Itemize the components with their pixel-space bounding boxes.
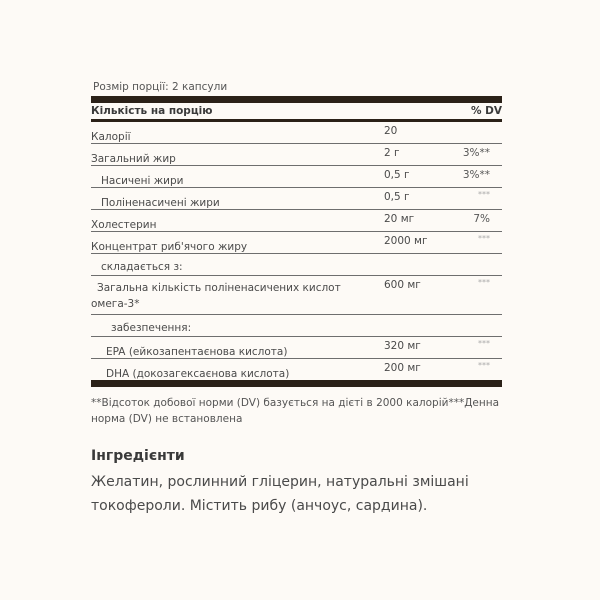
row-dv: 7%	[473, 213, 490, 225]
table-row: складається з:	[91, 254, 502, 276]
row-value: 200 мг	[384, 362, 421, 374]
row-dv: ***	[478, 339, 490, 348]
row-value: 2 г	[384, 147, 400, 159]
table-row: Загальна кількість поліненасичених кисло…	[91, 276, 502, 315]
divider-thick	[91, 380, 502, 387]
table-row: Калорії 20	[91, 122, 502, 144]
ingredients-text: Желатин, рослинний гліцерин, натуральні …	[91, 474, 469, 514]
ingredients-title: Інгредієнти	[91, 448, 185, 464]
header-dv: % DV	[470, 105, 502, 117]
row-label: EPA (ейкозапентаєнова кислота)	[106, 346, 288, 358]
table-row: Насичені жири 0,5 г 3%**	[91, 166, 502, 188]
row-dv: ***	[478, 190, 490, 199]
row-value: 320 мг	[384, 340, 421, 352]
table-header: Кількість на порцію % DV	[91, 103, 502, 119]
row-value: 600 мг	[384, 279, 421, 291]
row-value: 2000 мг	[384, 235, 428, 247]
row-label: Калорії	[91, 131, 131, 143]
row-label: забезпечення:	[111, 322, 192, 334]
row-label: DHA (докозагексаєнова кислота)	[106, 368, 290, 380]
row-label: Загальна кількість поліненасичених кисло…	[91, 282, 341, 310]
nutrition-facts-table: Розмір порції: 2 капсули Кількість на по…	[91, 78, 502, 427]
table-row: DHA (докозагексаєнова кислота) 200 мг ***	[91, 359, 502, 380]
row-value: 20	[384, 125, 398, 137]
row-label: Насичені жири	[101, 175, 184, 187]
row-label: Поліненасичені жири	[101, 197, 220, 209]
table-row: Загальний жир 2 г 3%**	[91, 144, 502, 166]
table-row: Поліненасичені жири 0,5 г ***	[91, 188, 502, 210]
row-dv: ***	[478, 278, 490, 287]
row-dv: 3%**	[462, 147, 490, 159]
table-row: забезпечення:	[91, 315, 502, 337]
row-label: складається з:	[101, 261, 183, 273]
divider-thick	[91, 96, 502, 103]
row-label: Холестерин	[91, 219, 157, 231]
row-label: Концентрат риб'ячого жиру	[91, 241, 248, 253]
divider	[91, 119, 502, 122]
header-amount: Кількість на порцію	[91, 105, 213, 117]
table-row: EPA (ейкозапентаєнова кислота) 320 мг ***	[91, 337, 502, 359]
row-dv: 3%**	[462, 169, 490, 181]
row-value: 20 мг	[384, 213, 415, 225]
table-row: Концентрат риб'ячого жиру 2000 мг ***	[91, 232, 502, 254]
row-value: 0,5 г	[384, 191, 410, 203]
row-value: 0,5 г	[384, 169, 410, 181]
table-row: Холестерин 20 мг 7%	[91, 210, 502, 232]
footnote: **Відсоток добової норми (DV) базується …	[91, 397, 500, 425]
row-label: Загальний жир	[91, 153, 176, 165]
row-dv: ***	[478, 361, 490, 370]
serving-size: Розмір порції: 2 капсули	[93, 81, 228, 93]
row-dv: ***	[478, 234, 490, 243]
